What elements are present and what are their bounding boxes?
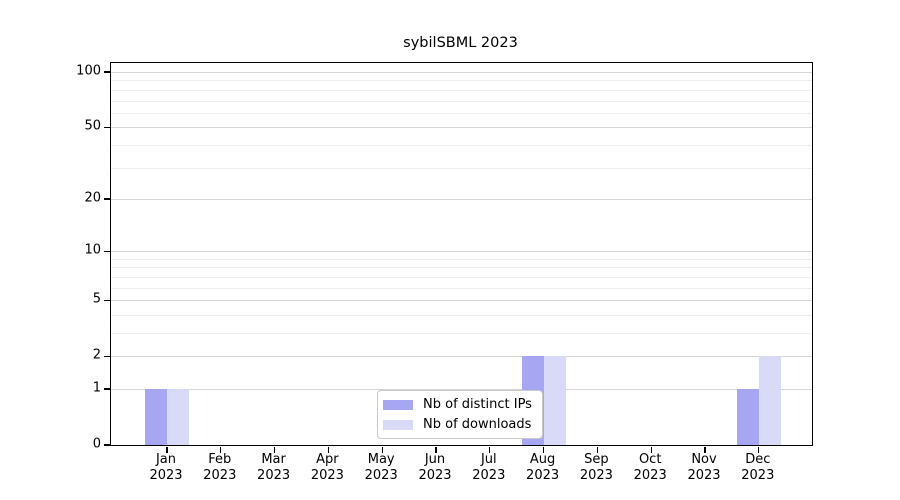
- bar-nb-of-distinct-ips: [736, 389, 759, 445]
- y-gridline-minor: [111, 80, 812, 82]
- y-tick-label: 2: [92, 347, 101, 363]
- y-gridline-major: [111, 388, 812, 390]
- y-tick: [104, 250, 110, 252]
- x-tick-label: Aug 2023: [526, 452, 560, 484]
- x-tick-label: Apr 2023: [310, 452, 344, 484]
- y-tick: [104, 198, 110, 200]
- x-tick: [381, 446, 383, 453]
- bar-nb-of-downloads: [758, 356, 781, 445]
- x-tick: [542, 446, 545, 453]
- x-tick: [596, 446, 599, 453]
- x-tick: [650, 446, 652, 453]
- legend-swatch-icon: [383, 399, 413, 410]
- x-tick-label: Jun 2023: [418, 452, 452, 484]
- legend-label: Nb of distinct IPs: [423, 397, 532, 412]
- y-tick: [104, 71, 110, 73]
- y-gridline-minor: [111, 314, 812, 316]
- x-tick-label: Jul 2023: [472, 452, 506, 484]
- x-tick: [220, 446, 222, 453]
- x-tick-label: Feb 2023: [203, 452, 237, 484]
- x-tick: [166, 446, 168, 453]
- y-tick-label: 50: [84, 118, 101, 134]
- x-tick: [273, 446, 276, 453]
- y-gridline-major: [111, 300, 812, 302]
- x-tick-label: Mar 2023: [257, 452, 291, 484]
- y-tick-label: 10: [84, 242, 101, 258]
- x-tick: [758, 446, 760, 453]
- bar-nb-of-downloads: [167, 389, 189, 445]
- y-tick: [104, 126, 110, 128]
- y-gridline-major: [111, 127, 812, 129]
- y-tick-label: 20: [84, 190, 101, 206]
- y-gridline-minor: [111, 332, 812, 334]
- y-tick: [104, 299, 110, 301]
- x-tick: [704, 446, 706, 453]
- y-tick-label: 0: [92, 436, 101, 452]
- y-gridline-major: [111, 356, 812, 358]
- y-gridline-minor: [111, 267, 812, 269]
- legend-swatch-icon: [383, 419, 413, 430]
- y-gridline-major: [111, 198, 812, 200]
- y-gridline-major: [111, 251, 812, 253]
- x-tick-label: Nov 2023: [687, 452, 721, 484]
- x-tick-label: Oct 2023: [633, 452, 667, 484]
- x-tick: [489, 446, 491, 453]
- bar-nb-of-distinct-ips: [145, 389, 167, 445]
- x-tick-label: Dec 2023: [741, 452, 775, 484]
- y-gridline-minor: [111, 287, 812, 289]
- y-tick-label: 5: [92, 291, 101, 307]
- x-tick-label: May 2023: [364, 452, 398, 484]
- legend-row: Nb of distinct IPs: [383, 397, 532, 412]
- plot-area: [104, 62, 813, 453]
- x-tick-label: Jan 2023: [149, 452, 183, 484]
- y-gridline-minor: [111, 258, 812, 260]
- y-gridline-minor: [111, 276, 812, 278]
- y-gridline-major: [111, 72, 812, 74]
- x-tick: [435, 446, 437, 453]
- y-gridline-minor: [111, 112, 812, 114]
- chart-title: sybilSBML 2023: [403, 35, 518, 51]
- y-tick: [104, 388, 110, 390]
- legend-row: Nb of downloads: [383, 417, 532, 432]
- y-tick: [104, 444, 110, 446]
- x-tick: [327, 446, 330, 453]
- x-tick-label: Sep 2023: [579, 452, 613, 484]
- y-gridline-minor: [111, 144, 812, 146]
- y-tick: [104, 355, 110, 357]
- y-gridline-minor: [111, 100, 812, 102]
- y-tick-label: 100: [76, 63, 101, 79]
- y-tick-label: 1: [92, 380, 101, 396]
- y-gridline-minor: [111, 167, 812, 169]
- bar-nb-of-downloads: [543, 356, 566, 445]
- legend-label: Nb of downloads: [423, 417, 532, 432]
- y-gridline-minor: [111, 89, 812, 91]
- legend: Nb of distinct IPs Nb of downloads: [377, 390, 543, 439]
